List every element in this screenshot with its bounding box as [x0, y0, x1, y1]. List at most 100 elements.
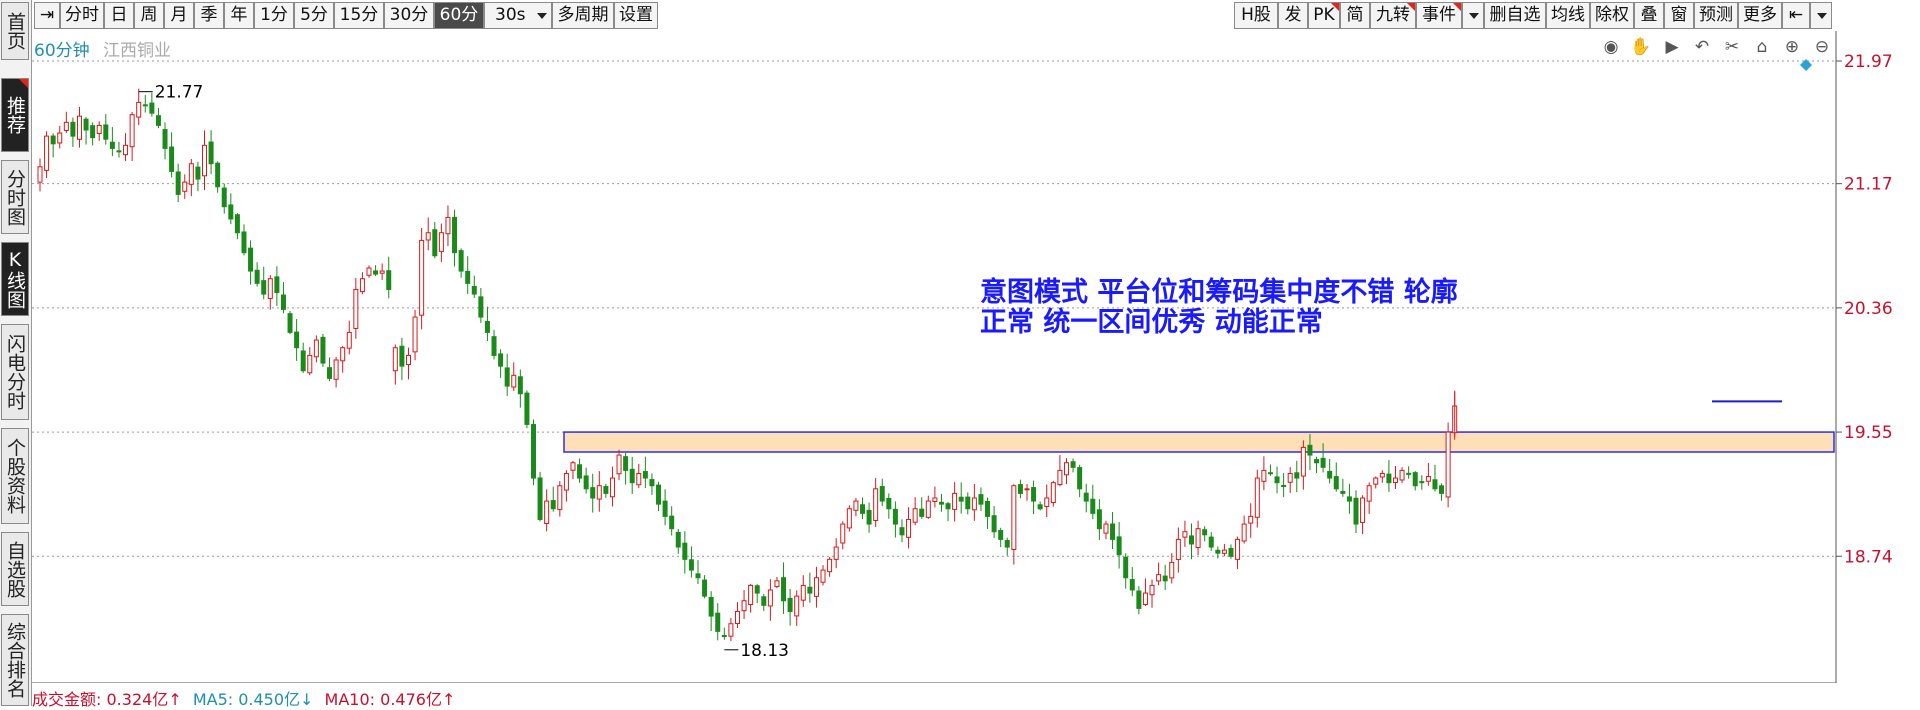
candle-body [1156, 574, 1162, 582]
candle-body [1136, 590, 1142, 609]
candle-body [781, 577, 787, 602]
price-tick-label: 20.36 [1844, 299, 1893, 319]
annotation-text: 意图模式 平台位和筹码集中度不错 轮廓正常 统一区间优秀 动能正常 [980, 277, 1458, 338]
pk-button[interactable]: PK [1308, 2, 1340, 29]
candle-body [1149, 584, 1155, 596]
period-30s-select[interactable]: 30s [484, 2, 552, 29]
candle-body [50, 135, 56, 145]
stock-title: 60分钟 江西铜业 [34, 36, 171, 61]
play-icon[interactable]: ▶ [1665, 37, 1679, 57]
candle-body [1314, 459, 1320, 464]
period-5min[interactable]: 5分 [294, 2, 334, 29]
remove-watchlist-button[interactable]: 删自选 [1484, 2, 1546, 29]
toggle-icon[interactable]: ⇥ [34, 2, 60, 29]
candle-body [1254, 477, 1260, 518]
tab-stock-info[interactable]: 个股资料 [1, 428, 29, 524]
more-button[interactable]: 更多 [1738, 2, 1782, 29]
simple-button[interactable]: 简 [1340, 2, 1370, 29]
candle-body [734, 610, 740, 625]
candle-body [952, 492, 958, 510]
left-nav: 首页 推荐 分时图 K线图 闪电分时 个股资料 自选股 综合排名 [0, 0, 32, 706]
tab-timeshare[interactable]: 分时图 [1, 160, 29, 234]
candle-body [248, 247, 254, 272]
hand-icon[interactable]: ✋ [1630, 37, 1652, 57]
period-day[interactable]: 日 [104, 2, 134, 29]
candle-body [603, 486, 609, 494]
candle-body [1412, 472, 1418, 487]
tab-recommend[interactable]: 推荐 [1, 78, 29, 152]
overlay-button[interactable]: 叠 [1634, 2, 1664, 29]
candle-body [827, 558, 833, 573]
settings-button[interactable]: 设置 [614, 2, 658, 29]
period-timeshare[interactable]: 分时 [60, 2, 104, 29]
forecast-button[interactable]: 预测 [1694, 2, 1738, 29]
candle-body [287, 313, 293, 333]
events-button[interactable]: 事件 [1416, 2, 1462, 29]
candle-body [267, 278, 273, 299]
toolbar-dropdown[interactable] [1810, 2, 1832, 29]
zoom-in-icon[interactable]: ⊕ [1784, 37, 1800, 57]
moving-average-button[interactable]: 均线 [1546, 2, 1590, 29]
events-dropdown[interactable] [1462, 2, 1484, 29]
candle-body [1063, 462, 1069, 476]
candle-body [1287, 472, 1293, 483]
candle-body [702, 579, 708, 597]
candle-body [1129, 579, 1135, 591]
candle-body [1031, 487, 1037, 502]
amount-value: 0.324亿 [106, 690, 169, 709]
candle-body [1399, 469, 1405, 481]
candle-body [656, 484, 662, 505]
candle-body [761, 596, 767, 606]
candle-body [985, 500, 991, 517]
candle-body [458, 250, 464, 272]
high-label: 21.77 [155, 83, 204, 103]
issue-button[interactable]: 发 [1278, 2, 1308, 29]
candle-body [274, 276, 280, 294]
scissors-icon[interactable]: ✂ [1724, 37, 1740, 57]
jump-start-icon[interactable]: ⇤ [1782, 2, 1810, 29]
window-button[interactable]: 窗 [1664, 2, 1694, 29]
period-week[interactable]: 周 [134, 2, 164, 29]
candle-body [695, 573, 701, 579]
candle-body [1116, 536, 1122, 556]
tab-home[interactable]: 首页 [1, 2, 29, 60]
period-month[interactable]: 月 [164, 2, 194, 29]
multi-period-button[interactable]: 多周期 [552, 2, 614, 29]
period-1min[interactable]: 1分 [254, 2, 294, 29]
kline-chart[interactable]: 21.97 21.17 20.36 19.55 18.74 21.77 18.13 [32, 31, 1920, 683]
candle-body [537, 477, 543, 520]
amount-label: 成交金额: [32, 690, 102, 709]
candle-body [1202, 529, 1208, 536]
period-15min[interactable]: 15分 [334, 2, 384, 29]
period-year[interactable]: 年 [224, 2, 254, 29]
candle-body [96, 124, 102, 134]
tab-flash-timeshare[interactable]: 闪电分时 [1, 324, 29, 420]
nine-turn-button[interactable]: 九转 [1370, 2, 1416, 29]
diamond-marker-icon [1800, 59, 1812, 71]
high-marker: 21.77 [138, 83, 204, 103]
candle-body [491, 336, 497, 356]
h-share-button[interactable]: H股 [1234, 2, 1278, 29]
lock-icon[interactable]: ⌂ [1756, 37, 1768, 57]
candle-body [280, 294, 286, 310]
candle-body [366, 267, 372, 276]
zoom-out-icon[interactable]: ⊖ [1814, 37, 1830, 57]
candle-body [1083, 492, 1089, 502]
candle-body [1228, 547, 1234, 557]
candle-body [471, 286, 477, 295]
period-60min[interactable]: 60分 [434, 2, 484, 29]
candle-body [169, 146, 175, 172]
tab-watchlist[interactable]: 自选股 [1, 532, 29, 606]
undo-icon[interactable]: ↶ [1694, 37, 1710, 57]
tab-ranking[interactable]: 综合排名 [1, 614, 29, 706]
eye-icon[interactable]: ◉ [1603, 37, 1619, 57]
tab-kline[interactable]: K线图 [1, 242, 29, 316]
candle-body [892, 508, 898, 525]
candle-body [517, 376, 523, 395]
period-quarter[interactable]: 季 [194, 2, 224, 29]
candle-body [182, 181, 188, 192]
candle-body [373, 270, 379, 275]
period-30min[interactable]: 30分 [384, 2, 434, 29]
ex-rights-button[interactable]: 除权 [1590, 2, 1634, 29]
candle-body [333, 359, 339, 380]
